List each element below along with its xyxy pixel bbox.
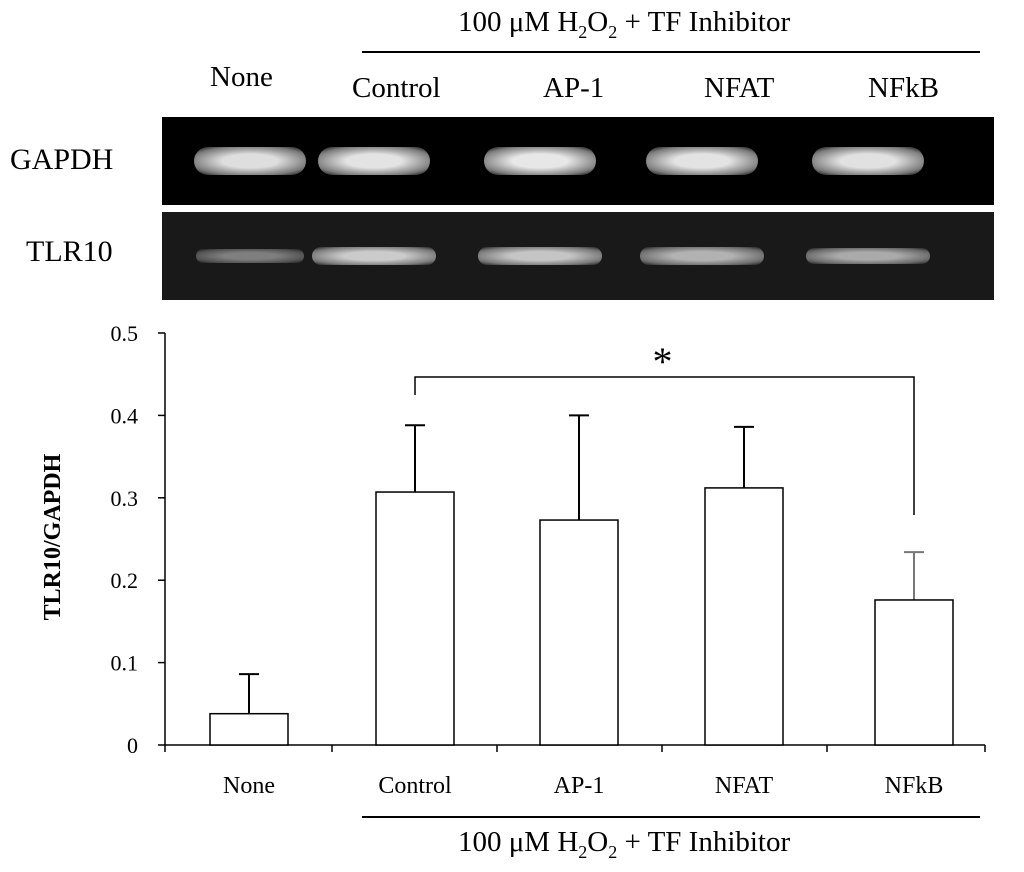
- y-tick-label: 0.1: [111, 651, 139, 676]
- bar: [874, 599, 954, 746]
- gel-image-tlr10: [162, 212, 994, 300]
- y-tick-label: 0: [127, 733, 138, 758]
- gel-band-tlr10-control: [312, 246, 436, 266]
- blot-column-nfkb: NFkB: [868, 72, 939, 104]
- bottom-treatment-prefix: 100 μM H: [458, 826, 579, 858]
- gel-image-gapdh: [162, 117, 994, 205]
- bottom-treatment-sub2: 2: [608, 841, 618, 862]
- top-treatment-sub2: 2: [608, 21, 618, 42]
- top-treatment-prefix: 100 μM H: [458, 6, 579, 38]
- blot-column-none: None: [210, 61, 273, 93]
- x-tick-label: AP-1: [554, 773, 605, 799]
- gel-row-label-tlr10: TLR10: [26, 235, 113, 268]
- gel-band-gapdh-control: [318, 147, 430, 175]
- x-tick-label: NFkB: [885, 773, 944, 799]
- bar: [209, 712, 289, 746]
- bar: [704, 487, 784, 746]
- significance-marker: *: [653, 339, 673, 384]
- gel-band-gapdh-nfkb: [812, 147, 924, 175]
- gel-band-tlr10-nfkb: [806, 247, 930, 265]
- gel-band-tlr10-none: [196, 248, 304, 264]
- bottom-treatment-header: 100 μM H2O2 + TF Inhibitor: [458, 828, 790, 861]
- y-tick-label: 0.5: [111, 321, 139, 346]
- y-tick-label: 0.2: [111, 568, 139, 593]
- bottom-treatment-mid: O: [587, 826, 609, 858]
- top-treatment-sub1: 2: [578, 21, 588, 42]
- blot-column-nfat: NFAT: [704, 72, 775, 104]
- x-tick-label: NFAT: [715, 773, 774, 799]
- gel-band-tlr10-nfat: [640, 247, 764, 265]
- bottom-treatment-suffix: + TF Inhibitor: [617, 826, 791, 858]
- gel-band-tlr10-ap-1: [478, 246, 602, 266]
- y-tick-label: 0.3: [111, 486, 139, 511]
- top-treatment-mid: O: [587, 6, 609, 38]
- bar: [539, 519, 619, 746]
- gel-band-gapdh-none: [194, 147, 306, 175]
- x-tick-label: Control: [378, 773, 452, 799]
- gel-band-gapdh-ap-1: [484, 147, 596, 175]
- top-treatment-header: 100 μM H2O2 + TF Inhibitor: [458, 8, 790, 41]
- blot-column-control: Control: [352, 72, 441, 104]
- y-axis-label: TLR10/GAPDH: [40, 453, 66, 620]
- x-tick-label: None: [223, 773, 275, 799]
- bottom-treatment-sub1: 2: [578, 841, 588, 862]
- top-header-underline: [362, 51, 980, 53]
- top-treatment-suffix: + TF Inhibitor: [617, 6, 791, 38]
- bottom-header-underline: [362, 816, 980, 818]
- y-tick-label: 0.4: [111, 403, 139, 428]
- blot-column-ap1: AP-1: [543, 72, 605, 104]
- gel-row-label-gapdh: GAPDH: [10, 143, 114, 176]
- significance-bracket: [414, 376, 915, 515]
- bar: [375, 491, 455, 746]
- gel-band-gapdh-nfat: [646, 147, 758, 175]
